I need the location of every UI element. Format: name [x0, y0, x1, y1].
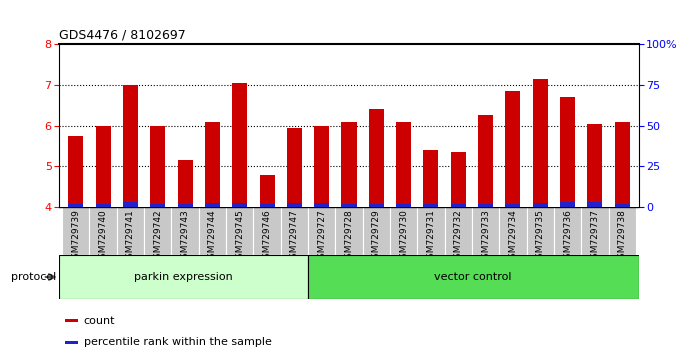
Bar: [281, 207, 308, 255]
Bar: [89, 207, 117, 255]
Bar: [62, 207, 89, 255]
Bar: [554, 207, 581, 255]
Text: GDS4476 / 8102697: GDS4476 / 8102697: [59, 29, 186, 42]
Bar: [560, 97, 575, 207]
Bar: [451, 204, 466, 207]
Bar: [505, 204, 521, 207]
Text: parkin expression: parkin expression: [134, 272, 233, 282]
Bar: [260, 175, 274, 207]
Bar: [615, 122, 630, 207]
Text: GSM729739: GSM729739: [71, 210, 80, 264]
Text: vector control: vector control: [434, 272, 512, 282]
Bar: [177, 160, 193, 207]
Bar: [499, 207, 526, 255]
Bar: [505, 91, 521, 207]
Text: GSM729741: GSM729741: [126, 210, 135, 264]
Bar: [68, 204, 83, 207]
Text: GSM729728: GSM729728: [345, 210, 353, 264]
Bar: [533, 203, 548, 207]
Bar: [199, 207, 226, 255]
Bar: [424, 150, 438, 207]
Text: GSM729734: GSM729734: [508, 210, 517, 264]
Text: GSM729742: GSM729742: [153, 210, 162, 264]
Bar: [363, 207, 390, 255]
Text: GSM729731: GSM729731: [426, 210, 436, 264]
Bar: [205, 122, 220, 207]
Bar: [177, 204, 193, 207]
Text: GSM729736: GSM729736: [563, 210, 572, 264]
Bar: [341, 122, 357, 207]
Bar: [560, 202, 575, 207]
Bar: [150, 126, 165, 207]
Bar: [65, 341, 78, 344]
Text: GSM729732: GSM729732: [454, 210, 463, 264]
Bar: [314, 203, 329, 207]
Text: percentile rank within the sample: percentile rank within the sample: [84, 337, 272, 348]
Text: GSM729738: GSM729738: [618, 210, 627, 264]
Text: GSM729744: GSM729744: [208, 210, 217, 264]
Text: GSM729743: GSM729743: [181, 210, 190, 264]
Bar: [533, 79, 548, 207]
Bar: [96, 126, 110, 207]
Bar: [526, 207, 554, 255]
Text: GSM729746: GSM729746: [262, 210, 272, 264]
Text: GSM729745: GSM729745: [235, 210, 244, 264]
Bar: [150, 204, 165, 207]
Bar: [390, 207, 417, 255]
Bar: [609, 207, 636, 255]
Bar: [68, 136, 83, 207]
Bar: [396, 122, 411, 207]
Bar: [308, 255, 639, 299]
Bar: [144, 207, 172, 255]
Bar: [424, 204, 438, 207]
Bar: [472, 207, 499, 255]
Text: GSM729735: GSM729735: [536, 210, 545, 264]
Bar: [117, 207, 144, 255]
Bar: [478, 204, 493, 207]
Bar: [588, 202, 602, 207]
Text: GSM729730: GSM729730: [399, 210, 408, 264]
Bar: [369, 204, 384, 207]
Text: protocol: protocol: [10, 272, 56, 282]
Bar: [123, 202, 138, 207]
Bar: [232, 203, 247, 207]
Bar: [96, 204, 110, 207]
Bar: [232, 83, 247, 207]
Bar: [369, 109, 384, 207]
Bar: [615, 204, 630, 207]
Bar: [226, 207, 253, 255]
Bar: [581, 207, 609, 255]
Bar: [123, 85, 138, 207]
Bar: [59, 255, 308, 299]
Bar: [478, 115, 493, 207]
Bar: [205, 203, 220, 207]
Bar: [588, 124, 602, 207]
Bar: [260, 204, 274, 207]
Bar: [445, 207, 472, 255]
Bar: [314, 126, 329, 207]
Text: GSM729740: GSM729740: [98, 210, 107, 264]
Bar: [335, 207, 363, 255]
Bar: [308, 207, 335, 255]
Text: GSM729737: GSM729737: [591, 210, 600, 264]
Bar: [396, 204, 411, 207]
Bar: [65, 319, 78, 322]
Bar: [341, 204, 357, 207]
Bar: [172, 207, 199, 255]
Bar: [287, 128, 302, 207]
Bar: [451, 152, 466, 207]
Bar: [253, 207, 281, 255]
Text: GSM729727: GSM729727: [317, 210, 326, 264]
Bar: [287, 203, 302, 207]
Bar: [417, 207, 445, 255]
Text: GSM729747: GSM729747: [290, 210, 299, 264]
Text: GSM729733: GSM729733: [481, 210, 490, 264]
Text: GSM729729: GSM729729: [372, 210, 381, 264]
Text: count: count: [84, 315, 115, 326]
